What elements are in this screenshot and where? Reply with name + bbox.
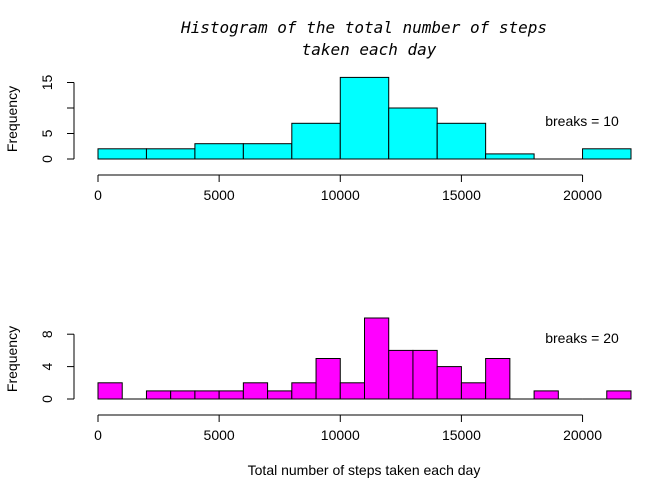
histogram-bar [460, 382, 487, 400]
y-axis: 0 4 8 [39, 330, 75, 403]
histogram-bar [485, 153, 535, 160]
histogram-bar [388, 107, 438, 160]
breaks-annotation: breaks = 10 [545, 113, 619, 129]
y-axis: 0 5 15 [39, 75, 75, 163]
histogram-panel-breaks-10: Histogram of the total number of steps t… [4, 18, 632, 203]
histogram-bar [267, 390, 293, 400]
histogram-bar [194, 390, 220, 400]
x-tick-label: 20000 [563, 427, 602, 443]
x-axis-label: Total number of steps taken each day [248, 462, 481, 478]
x-tick-label: 5000 [204, 427, 235, 443]
histogram-bar [145, 148, 196, 160]
histogram-bar [582, 148, 632, 160]
y-tick-label: 0 [39, 395, 55, 403]
histogram-bar [364, 317, 390, 400]
histogram-bar [315, 358, 341, 400]
histogram-bar [97, 148, 147, 160]
histogram-bar [412, 349, 438, 400]
x-tick-label: 15000 [442, 187, 481, 203]
bars-group [97, 76, 632, 160]
histogram-bar [533, 390, 559, 400]
histogram-bar [436, 122, 487, 160]
histogram-bar [291, 382, 317, 400]
y-axis-label: Frequency [4, 86, 20, 152]
y-tick-label: 15 [39, 75, 55, 91]
x-axis: 0 5000 10000 15000 20000 [94, 414, 602, 443]
histogram-bar [339, 76, 390, 160]
histogram-bar [291, 122, 341, 160]
histogram-bar [170, 390, 196, 400]
histogram-panel-breaks-20: 0 5000 10000 15000 20000 0 4 8 Frequency break… [4, 317, 632, 478]
x-axis: 0 5000 10000 15000 20000 [94, 174, 602, 203]
histogram-bar [242, 382, 269, 400]
x-tick-label: 10000 [321, 427, 360, 443]
histogram-bar [218, 390, 244, 400]
chart-title-line-1: Histogram of the total number of steps [180, 18, 547, 37]
histogram-bar [145, 390, 172, 400]
x-tick-label: 0 [94, 187, 102, 203]
histogram-bar [436, 366, 462, 400]
histogram-bar [242, 143, 293, 160]
y-axis-label: Frequency [4, 326, 20, 392]
y-tick-label: 0 [39, 155, 55, 163]
breaks-annotation: breaks = 20 [545, 330, 619, 346]
x-tick-label: 20000 [563, 187, 602, 203]
y-tick-label: 4 [39, 362, 55, 370]
y-tick-label: 8 [39, 330, 55, 338]
histogram-bar [485, 358, 511, 400]
x-tick-label: 10000 [321, 187, 360, 203]
x-tick-label: 15000 [442, 427, 481, 443]
histogram-bar [339, 382, 366, 400]
histogram-bar [97, 382, 123, 400]
chart-title-line-2: taken each day [302, 40, 437, 59]
x-tick-label: 5000 [204, 187, 235, 203]
y-tick-label: 5 [39, 129, 55, 137]
histogram-bar [194, 143, 244, 160]
bars-group [97, 317, 632, 400]
histogram-bar [606, 390, 632, 400]
x-tick-label: 0 [94, 427, 102, 443]
histogram-bar [388, 349, 414, 400]
